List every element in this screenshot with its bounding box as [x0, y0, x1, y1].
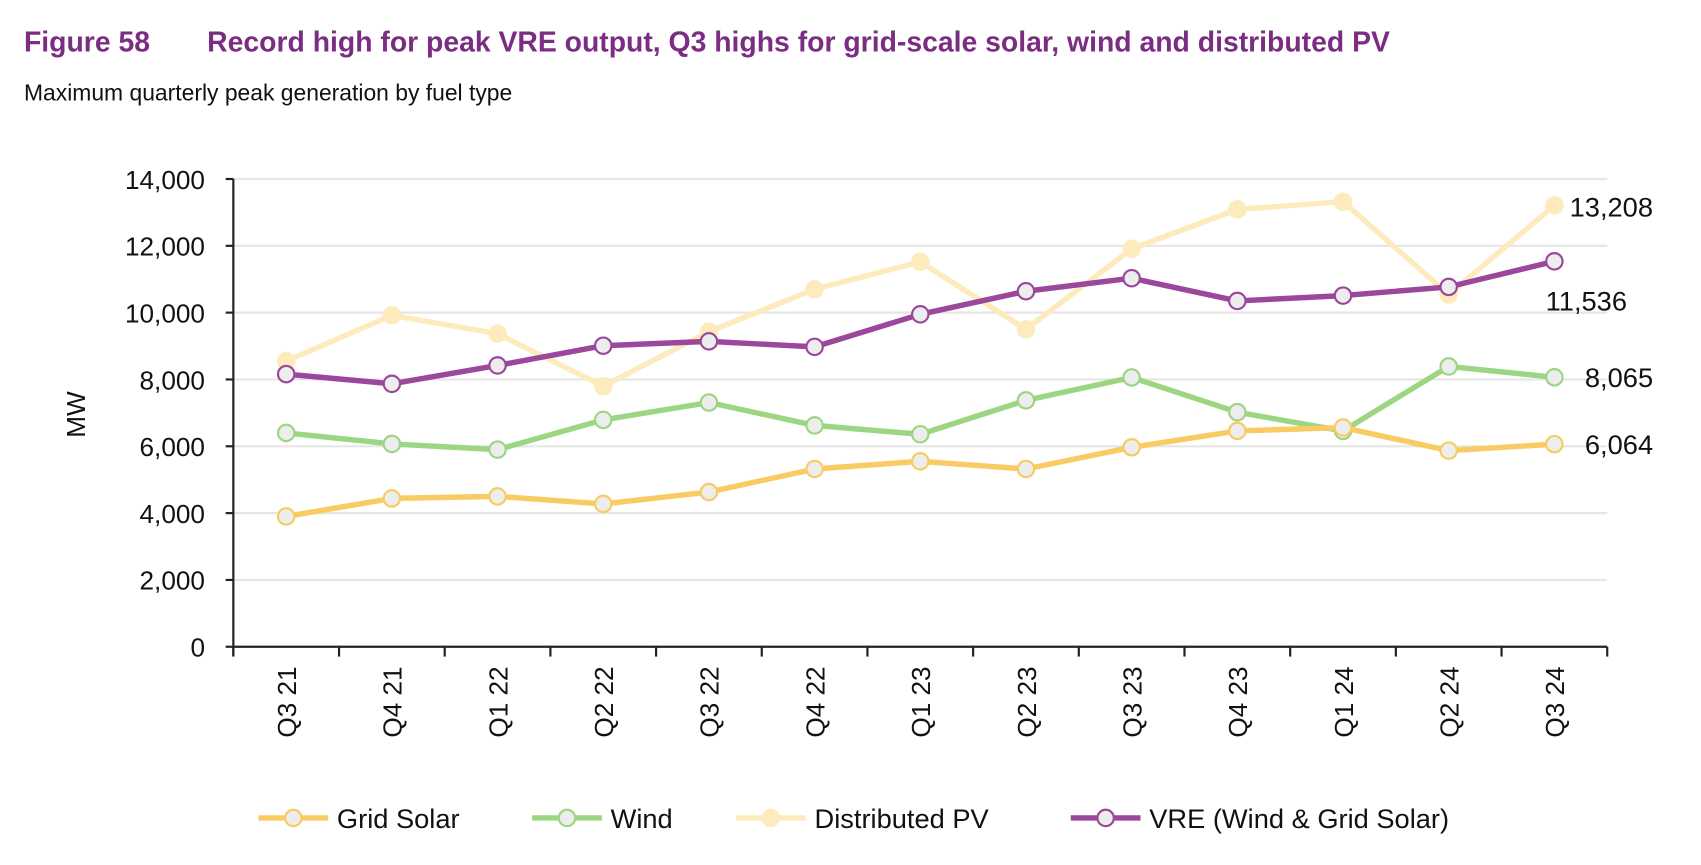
legend-label: Grid Solar: [337, 803, 460, 834]
x-tick-label: Q2 23: [1012, 666, 1042, 737]
legend-marker: [557, 808, 577, 828]
x-tick-label: Q3 23: [1117, 666, 1147, 737]
x-tick-label: Q1 23: [906, 666, 936, 737]
legend-item: VRE (Wind & Grid Solar): [1070, 803, 1449, 834]
data-point: [1545, 434, 1564, 454]
gridlines: [233, 177, 1608, 582]
legend-item: Grid Solar: [258, 803, 460, 834]
data-point: [1122, 368, 1141, 387]
data-point: [1228, 200, 1247, 219]
data-point: [276, 423, 296, 443]
legend-item: Wind: [532, 803, 673, 834]
x-tick-label: Q3 24: [1540, 666, 1570, 737]
end-data-label: 8,065: [1585, 362, 1653, 393]
data-point: [805, 279, 824, 299]
series-group: 13,208 8,065 6,064 11,536: [276, 191, 1653, 526]
data-point: [911, 424, 930, 444]
y-tick-label: 6,000: [140, 432, 205, 462]
x-tick-label: Q3 22: [695, 666, 725, 737]
data-point: [593, 494, 613, 514]
data-point: [1016, 459, 1036, 479]
data-point: [382, 434, 402, 454]
y-tick-label: 10,000: [125, 298, 205, 328]
axes: 0 2,000 4,000 6,000 8,000 10,000 12,000 14,000 Q…: [125, 165, 1609, 738]
data-point: [1333, 418, 1353, 437]
chart-title: Record high for peak VRE output, Q3 high…: [207, 26, 1390, 58]
data-point: [593, 336, 613, 355]
series-distributed-pv: 13,208: [276, 191, 1653, 396]
data-point: [1122, 438, 1141, 457]
y-tick-label: 4,000: [140, 499, 205, 529]
data-point: [1228, 291, 1247, 311]
data-point: [1333, 286, 1353, 305]
data-point: [488, 440, 507, 459]
x-tick-label: Q1 24: [1329, 666, 1359, 737]
y-tick-label: 8,000: [140, 365, 205, 395]
data-point: [699, 482, 719, 502]
data-point: [488, 487, 507, 506]
x-tick-label: Q4 22: [800, 666, 830, 737]
data-point: [1016, 391, 1036, 410]
data-point: [805, 337, 824, 357]
data-point: [276, 507, 296, 526]
data-point: [1545, 368, 1564, 387]
x-tick-label: Q4 23: [1223, 666, 1253, 737]
data-point: [488, 356, 507, 375]
figure-label: Figure 58: [24, 26, 150, 58]
y-tick-label: 2,000: [140, 566, 205, 596]
y-tick-label: 14,000: [125, 165, 205, 195]
legend-item: Distributed PV: [736, 803, 990, 834]
data-point: [1016, 320, 1036, 339]
data-point: [1545, 196, 1564, 215]
data-point: [1439, 277, 1458, 297]
x-tick-label: Q2 22: [589, 666, 619, 737]
data-point: [1545, 252, 1564, 271]
data-point: [699, 393, 719, 412]
data-point: [276, 364, 296, 384]
end-data-label: 13,208: [1570, 191, 1653, 222]
data-point: [1122, 239, 1141, 259]
data-point: [593, 410, 613, 430]
series-vre-wind-grid-solar-: 11,536: [276, 252, 1627, 394]
x-tick-label: Q4 21: [378, 666, 408, 737]
legend-label: Distributed PV: [815, 803, 990, 834]
data-point: [1439, 357, 1458, 376]
data-point: [1016, 281, 1036, 301]
y-tick-label: 0: [190, 633, 205, 663]
x-tick-label: Q1 22: [483, 666, 513, 737]
data-point: [1122, 268, 1141, 288]
legend-marker: [761, 808, 781, 828]
legend: Grid Solar Wind Distributed PV VRE (Wind & …: [258, 803, 1449, 834]
legend-marker: [284, 808, 303, 828]
data-point: [911, 252, 930, 272]
data-point: [1333, 192, 1353, 211]
data-point: [805, 459, 824, 479]
data-point: [382, 374, 402, 394]
chart-subtitle: Maximum quarterly peak generation by fue…: [24, 79, 512, 105]
data-point: [911, 452, 930, 471]
end-data-label: 6,064: [1585, 429, 1653, 460]
y-tick-label: 12,000: [125, 232, 205, 262]
x-tick-label: Q3 21: [272, 666, 302, 737]
legend-marker: [1096, 808, 1115, 828]
data-point: [699, 332, 719, 351]
data-point: [382, 306, 402, 325]
data-point: [382, 489, 402, 508]
data-point: [593, 376, 613, 396]
legend-label: VRE (Wind & Grid Solar): [1149, 803, 1449, 834]
data-point: [805, 416, 824, 435]
data-point: [488, 324, 507, 343]
x-tick-label: Q2 24: [1435, 666, 1465, 737]
data-point: [1439, 441, 1458, 460]
series-grid-solar: 6,064: [276, 418, 1653, 526]
end-data-label: 11,536: [1546, 285, 1627, 316]
data-point: [911, 305, 930, 324]
y-axis-label: MW: [61, 391, 91, 438]
legend-label: Wind: [611, 803, 673, 834]
data-point: [1228, 421, 1247, 441]
data-point: [1228, 402, 1247, 422]
